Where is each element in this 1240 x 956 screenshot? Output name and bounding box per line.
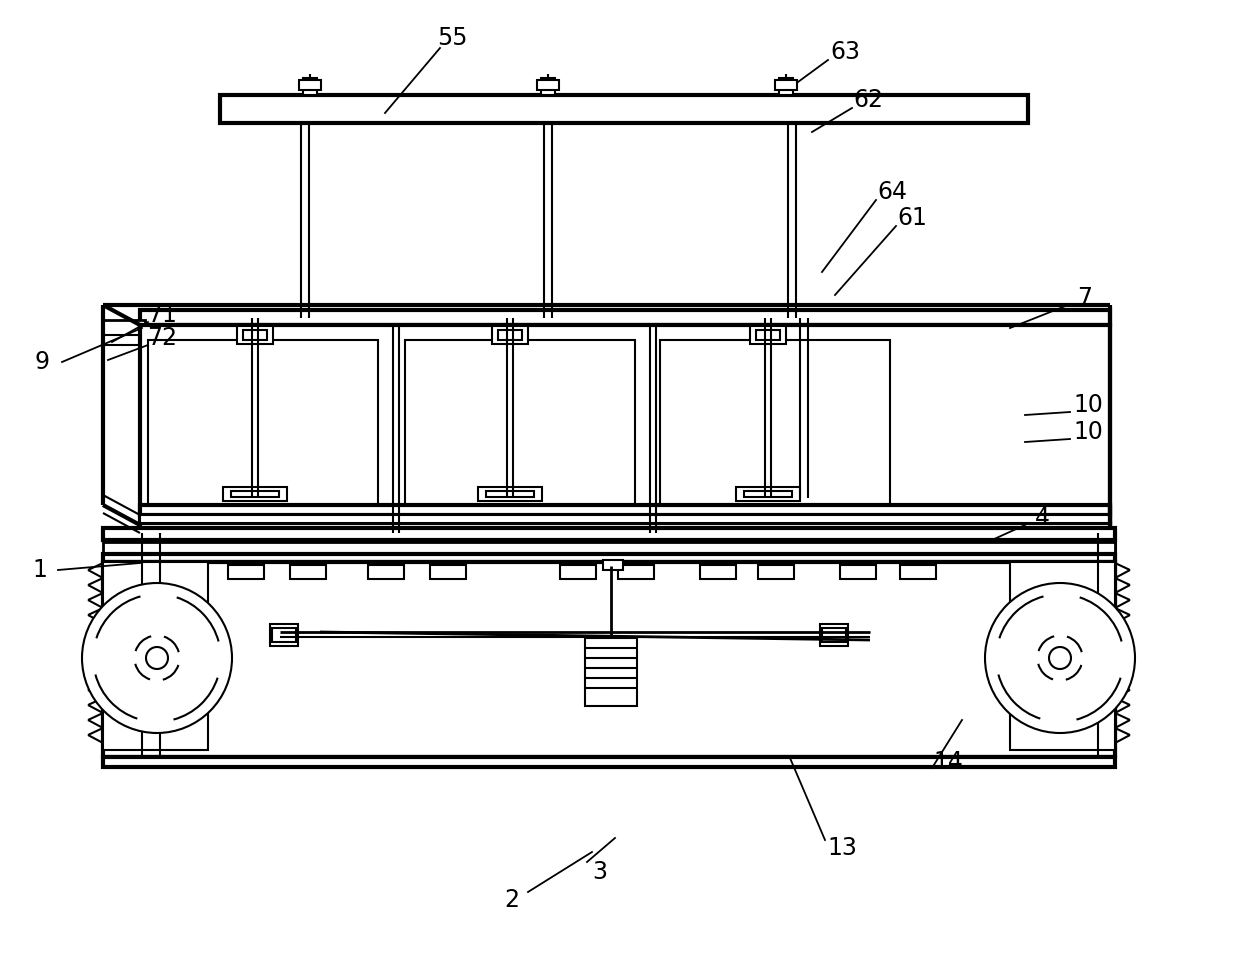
Bar: [303, 78, 317, 95]
Bar: [430, 565, 466, 579]
Bar: [299, 80, 321, 90]
Bar: [290, 565, 326, 579]
Bar: [103, 542, 1115, 554]
Text: 4: 4: [1034, 506, 1049, 530]
Text: 1: 1: [32, 558, 47, 582]
Text: 62: 62: [853, 88, 883, 112]
Bar: [744, 491, 792, 497]
Text: 2: 2: [505, 888, 520, 912]
Bar: [140, 505, 1110, 515]
Text: 3: 3: [593, 860, 608, 884]
Bar: [822, 628, 846, 642]
Text: 9: 9: [35, 350, 50, 374]
Bar: [486, 491, 534, 497]
Bar: [498, 330, 522, 340]
Bar: [223, 487, 286, 501]
Bar: [140, 523, 1110, 533]
Text: 71: 71: [148, 303, 177, 327]
Bar: [537, 80, 559, 90]
Bar: [140, 325, 1110, 525]
Bar: [272, 628, 296, 642]
Text: 10: 10: [1073, 420, 1102, 444]
Text: 63: 63: [830, 40, 861, 64]
Bar: [368, 565, 404, 579]
Bar: [103, 528, 1115, 540]
Bar: [477, 487, 542, 501]
Text: 13: 13: [827, 836, 857, 860]
Text: 64: 64: [877, 180, 906, 204]
Bar: [1011, 562, 1115, 750]
Text: 72: 72: [148, 326, 177, 350]
Text: 14: 14: [932, 750, 963, 774]
Bar: [243, 330, 267, 340]
Bar: [228, 565, 264, 579]
Bar: [756, 330, 780, 340]
Text: 7: 7: [1078, 286, 1092, 310]
Bar: [492, 326, 528, 344]
Text: 10: 10: [1073, 393, 1102, 417]
Text: 55: 55: [436, 26, 467, 50]
Bar: [103, 320, 145, 335]
Bar: [660, 340, 890, 518]
Bar: [737, 487, 800, 501]
Bar: [140, 515, 1110, 523]
Bar: [900, 565, 936, 579]
Bar: [103, 335, 145, 345]
Bar: [270, 624, 298, 646]
Circle shape: [82, 583, 232, 733]
Bar: [219, 95, 1028, 123]
Bar: [405, 340, 635, 518]
Bar: [103, 757, 1115, 767]
Bar: [779, 78, 794, 95]
Bar: [140, 310, 1110, 325]
Bar: [231, 491, 279, 497]
Bar: [750, 326, 786, 344]
Circle shape: [1049, 647, 1071, 669]
Bar: [758, 565, 794, 579]
Bar: [103, 562, 1115, 757]
Bar: [560, 565, 596, 579]
Bar: [585, 638, 637, 706]
Circle shape: [985, 583, 1135, 733]
Bar: [237, 326, 273, 344]
Bar: [618, 565, 653, 579]
Bar: [603, 560, 622, 570]
Bar: [820, 624, 848, 646]
Bar: [103, 554, 1115, 562]
Bar: [839, 565, 875, 579]
Bar: [541, 78, 556, 95]
Bar: [103, 562, 208, 750]
Bar: [701, 565, 737, 579]
Bar: [775, 80, 797, 90]
Circle shape: [146, 647, 167, 669]
Bar: [148, 340, 378, 518]
Text: 61: 61: [897, 206, 928, 230]
Bar: [140, 533, 1110, 541]
